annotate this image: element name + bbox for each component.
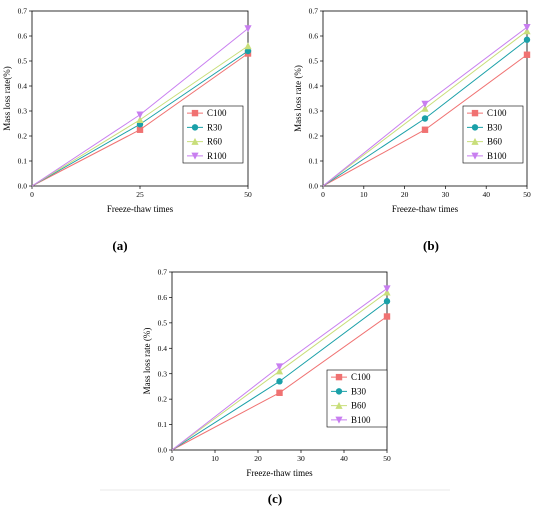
legend-marker: [471, 124, 479, 131]
y-tick-label: 0.7: [309, 7, 319, 16]
x-tick-label: 10: [360, 190, 368, 199]
data-point-r100: [136, 111, 144, 119]
x-tick-label: 20: [401, 190, 409, 199]
data-point-c100: [383, 313, 391, 320]
x-tick-label: 0: [321, 190, 325, 199]
plot-frame: [322, 10, 528, 187]
legend-label: B30: [351, 386, 367, 396]
legend-label: B60: [351, 401, 367, 411]
legend-label: R60: [207, 137, 223, 147]
x-tick-label: 50: [244, 190, 252, 199]
data-point-b30: [276, 378, 283, 385]
y-tick-label: 0.5: [158, 318, 168, 327]
legend-marker: [335, 373, 343, 381]
y-tick-label: 0.5: [18, 57, 28, 66]
y-tick-label: 0.1: [158, 420, 168, 429]
legend-label: R100: [207, 151, 227, 161]
y-tick-label: 0.4: [158, 344, 168, 353]
y-tick-label: 0.2: [309, 132, 319, 141]
x-axis-label: Freeze-thaw times: [392, 204, 459, 214]
data-point-c100: [523, 51, 531, 58]
y-tick-label: 0.3: [309, 107, 319, 116]
data-point-r100: [244, 25, 252, 33]
data-point-c100: [276, 389, 283, 396]
y-tick-label: 0.6: [309, 32, 319, 41]
legend-label: B100: [487, 151, 507, 161]
x-tick-label: 30: [442, 190, 450, 199]
plot-frame: [171, 271, 388, 451]
x-tick-label: 50: [383, 454, 391, 463]
y-tick-label: 0.6: [18, 32, 28, 41]
y-tick-label: 0.2: [158, 395, 168, 404]
y-tick-label: 0.6: [158, 293, 168, 302]
panel-caption: (c): [268, 491, 282, 506]
x-tick-label: 40: [340, 454, 348, 463]
data-point-b100: [523, 24, 531, 32]
legend-marker: [471, 137, 479, 145]
x-tick-label: 30: [297, 454, 305, 463]
x-tick-label: 10: [211, 454, 219, 463]
data-point-b100: [275, 363, 284, 371]
legend-marker: [335, 401, 343, 409]
legend-marker: [335, 388, 343, 395]
legend-label: C100: [487, 108, 507, 118]
x-tick-label: 0: [30, 190, 34, 199]
data-point-r60: [244, 42, 252, 50]
legend-marker: [191, 152, 199, 160]
y-tick-label: 0.0: [158, 446, 168, 455]
chart-panel-1: 0.0 0.1 0.2 0.3 0.4 0.5 0.6 0.7 0 25 50 Freeze-thaw…: [2, 7, 252, 253]
legend-marker: [191, 137, 199, 145]
y-tick-label: 0.4: [18, 82, 28, 91]
y-tick-label: 0.7: [18, 7, 28, 16]
legend-label: C100: [207, 108, 227, 118]
legend-marker: [191, 109, 199, 117]
y-tick-label: 0.0: [309, 182, 319, 191]
data-point-b60: [275, 367, 284, 375]
panel-caption: (b): [423, 238, 439, 253]
legend-label: R30: [207, 122, 223, 132]
x-tick-label: 25: [136, 190, 144, 199]
y-tick-label: 0.3: [158, 369, 168, 378]
data-point-b30: [421, 115, 429, 122]
y-tick-label: 0.2: [18, 132, 28, 141]
legend-marker: [471, 152, 479, 160]
x-axis-label: Freeze-thaw times: [107, 204, 174, 214]
legend-marker: [471, 109, 479, 117]
legend-marker: [335, 416, 343, 424]
data-point-r30: [244, 47, 252, 55]
legend-label: B60: [487, 137, 503, 147]
legend-label: C100: [351, 372, 371, 382]
legend-label: B100: [351, 415, 371, 425]
y-tick-label: 0.0: [18, 182, 28, 191]
data-point-c100: [421, 126, 429, 133]
x-axis-label: Freeze-thaw times: [246, 468, 313, 478]
x-tick-label: 20: [254, 454, 262, 463]
panel-caption: (a): [112, 238, 127, 253]
data-point-c100: [136, 126, 144, 133]
data-point-b30: [523, 36, 531, 43]
data-point-r60: [136, 115, 144, 123]
x-tick-label: 0: [170, 454, 174, 463]
data-point-b100: [383, 285, 391, 293]
data-point-b30: [383, 298, 391, 305]
legend-marker: [191, 124, 199, 131]
y-axis-label: Mass loss rate (%): [293, 65, 303, 132]
data-point-b100: [421, 100, 429, 108]
data-point-b60: [421, 104, 429, 112]
y-axis-label: Mass loss rate(%): [2, 66, 12, 131]
x-tick-label: 50: [523, 190, 531, 199]
legend-label: B30: [487, 122, 503, 132]
y-tick-label: 0.5: [309, 57, 319, 66]
y-tick-label: 0.1: [18, 157, 28, 166]
chart-panel-3: 0.0 0.1 0.2 0.3 0.4 0.5 0.6 0.7 0 10 20 30 40 50 Freez…: [142, 268, 391, 506]
y-tick-label: 0.4: [309, 82, 319, 91]
y-tick-label: 0.7: [158, 268, 168, 277]
y-tick-label: 0.1: [309, 157, 319, 166]
x-tick-label: 40: [482, 190, 490, 199]
y-tick-label: 0.3: [18, 107, 28, 116]
y-axis-label: Mass loss rate (%): [142, 328, 152, 395]
chart-panel-2: 0.0 0.1 0.2 0.3 0.4 0.5 0.6 0.7 0 10 20 30 40 50 Freez…: [293, 7, 531, 253]
